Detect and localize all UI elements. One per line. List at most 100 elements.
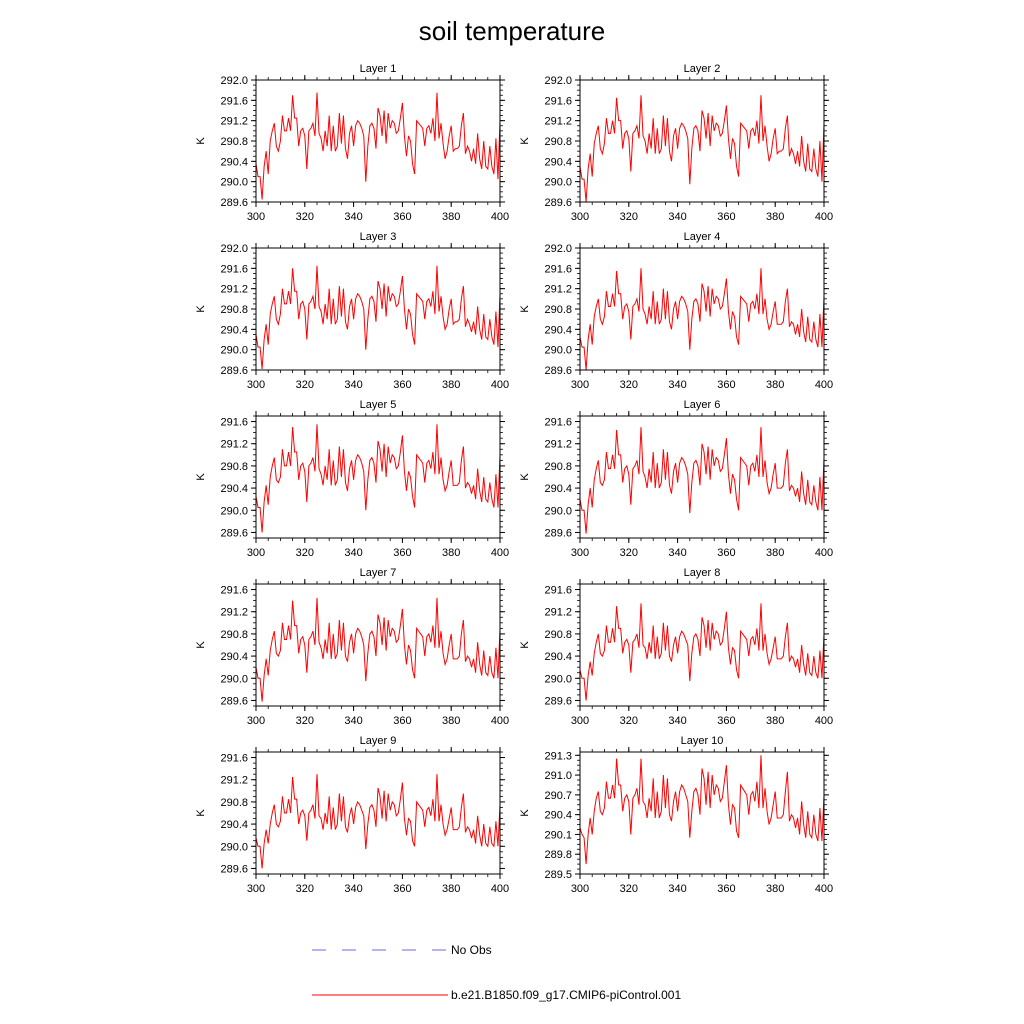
y-axis-label: K [519, 137, 531, 145]
y-axis-label: K [195, 305, 207, 313]
y-tick-label: 290.0 [220, 505, 248, 517]
y-tick-label: 291.3 [544, 750, 572, 762]
y-tick-label: 289.8 [544, 849, 572, 861]
panel-layer-10: Layer 10 289.5 289.8 290.1 290.4 290.7 291.0 29… [519, 735, 833, 895]
x-tick-label: 380 [442, 715, 460, 727]
series-line [579, 427, 825, 534]
y-tick-label: 290.8 [220, 461, 248, 473]
x-tick-label: 340 [668, 547, 686, 559]
y-tick-label: 290.4 [220, 819, 248, 831]
y-axis-label: K [195, 137, 207, 145]
panel-layer-2: Layer 2 289.6 290.0 290.4 290.8 291.2 291.6 292… [519, 63, 833, 223]
x-tick-label: 320 [296, 379, 314, 391]
y-tick-label: 289.6 [220, 863, 248, 875]
y-tick-label: 290.4 [544, 810, 572, 822]
y-tick-label: 290.0 [220, 841, 248, 853]
x-tick-label: 360 [717, 379, 735, 391]
panel-title: Layer 10 [681, 735, 724, 747]
y-tick-label: 290.0 [544, 505, 572, 517]
panel-layer-7: Layer 7 289.6 290.0 290.4 290.8 291.2 291.6 300… [195, 567, 509, 727]
x-tick-label: 300 [247, 547, 265, 559]
x-tick-label: 400 [815, 379, 833, 391]
y-tick-label: 292.0 [544, 243, 572, 255]
x-tick-label: 400 [491, 379, 509, 391]
panel-title: Layer 2 [684, 63, 721, 75]
panel-title: Layer 3 [360, 231, 397, 243]
y-tick-label: 291.6 [220, 585, 248, 597]
x-tick-label: 380 [442, 379, 460, 391]
y-tick-label: 289.5 [544, 869, 572, 881]
y-tick-label: 290.4 [220, 156, 248, 168]
y-tick-label: 292.0 [544, 75, 572, 87]
x-tick-label: 360 [393, 715, 411, 727]
series-line [255, 265, 501, 370]
x-tick-label: 340 [344, 715, 362, 727]
x-tick-label: 320 [296, 883, 314, 895]
x-tick-label: 300 [247, 211, 265, 223]
x-tick-label: 360 [717, 211, 735, 223]
panel-title: Layer 6 [684, 399, 721, 411]
x-tick-label: 380 [766, 715, 784, 727]
x-tick-label: 340 [344, 547, 362, 559]
x-tick-label: 320 [296, 715, 314, 727]
y-tick-label: 291.2 [544, 116, 572, 128]
y-tick-label: 291.6 [544, 417, 572, 429]
panel-title: Layer 8 [684, 567, 721, 579]
panel-layer-4: Layer 4 289.6 290.0 290.4 290.8 291.2 291.6 292… [519, 231, 833, 391]
y-tick-label: 290.8 [220, 136, 248, 148]
y-tick-label: 290.4 [220, 651, 248, 663]
y-axis-label: K [195, 809, 207, 817]
plot-frame [579, 247, 825, 371]
y-tick-label: 290.0 [544, 177, 572, 189]
y-tick-label: 290.4 [544, 483, 572, 495]
plot-frame [255, 247, 501, 371]
x-tick-label: 300 [247, 379, 265, 391]
y-tick-label: 290.0 [220, 673, 248, 685]
x-tick-label: 400 [815, 211, 833, 223]
x-tick-label: 340 [344, 883, 362, 895]
legend: No Obs b.e21.B1850.f09_g17.CMIP6-piContr… [312, 943, 681, 1002]
panel-layer-6: Layer 6 289.6 290.0 290.4 290.8 291.2 291.6 300… [519, 399, 833, 559]
y-tick-label: 290.4 [544, 324, 572, 336]
y-tick-label: 291.2 [220, 607, 248, 619]
x-tick-label: 380 [442, 211, 460, 223]
y-tick-label: 290.4 [220, 324, 248, 336]
y-tick-label: 290.0 [220, 345, 248, 357]
figure-title: soil temperature [419, 16, 605, 46]
y-axis-label: K [519, 473, 531, 481]
panel-layer-9: Layer 9 289.6 290.0 290.4 290.8 291.2 291.6 300… [195, 735, 509, 895]
y-axis-label: K [195, 641, 207, 649]
x-tick-label: 400 [815, 715, 833, 727]
x-tick-label: 300 [247, 883, 265, 895]
x-tick-label: 380 [766, 211, 784, 223]
y-tick-label: 290.0 [220, 177, 248, 189]
y-tick-label: 289.6 [544, 527, 572, 539]
x-tick-label: 340 [668, 211, 686, 223]
y-tick-label: 291.6 [544, 585, 572, 597]
series-line [579, 95, 825, 203]
y-tick-label: 291.2 [220, 775, 248, 787]
x-tick-label: 320 [620, 211, 638, 223]
y-tick-label: 291.2 [544, 607, 572, 619]
series-line [255, 92, 501, 200]
panel-title: Layer 9 [360, 735, 397, 747]
legend-label-model: b.e21.B1850.f09_g17.CMIP6-piControl.001 [451, 988, 681, 1002]
y-tick-label: 291.6 [544, 95, 572, 107]
plot-frame [579, 583, 825, 707]
x-tick-label: 380 [766, 547, 784, 559]
y-tick-label: 290.0 [544, 673, 572, 685]
y-tick-label: 290.0 [544, 345, 572, 357]
panel-layer-8: Layer 8 289.6 290.0 290.4 290.8 291.2 291.6 300… [519, 567, 833, 727]
x-tick-label: 380 [442, 547, 460, 559]
x-tick-label: 320 [620, 715, 638, 727]
y-tick-label: 290.8 [220, 304, 248, 316]
y-tick-label: 290.8 [220, 797, 248, 809]
y-tick-label: 289.6 [544, 365, 572, 377]
series-line [255, 597, 501, 702]
x-tick-label: 320 [620, 379, 638, 391]
x-tick-label: 400 [491, 715, 509, 727]
x-tick-label: 400 [815, 547, 833, 559]
y-tick-label: 291.2 [544, 284, 572, 296]
y-axis-label: K [195, 473, 207, 481]
x-tick-label: 320 [296, 547, 314, 559]
